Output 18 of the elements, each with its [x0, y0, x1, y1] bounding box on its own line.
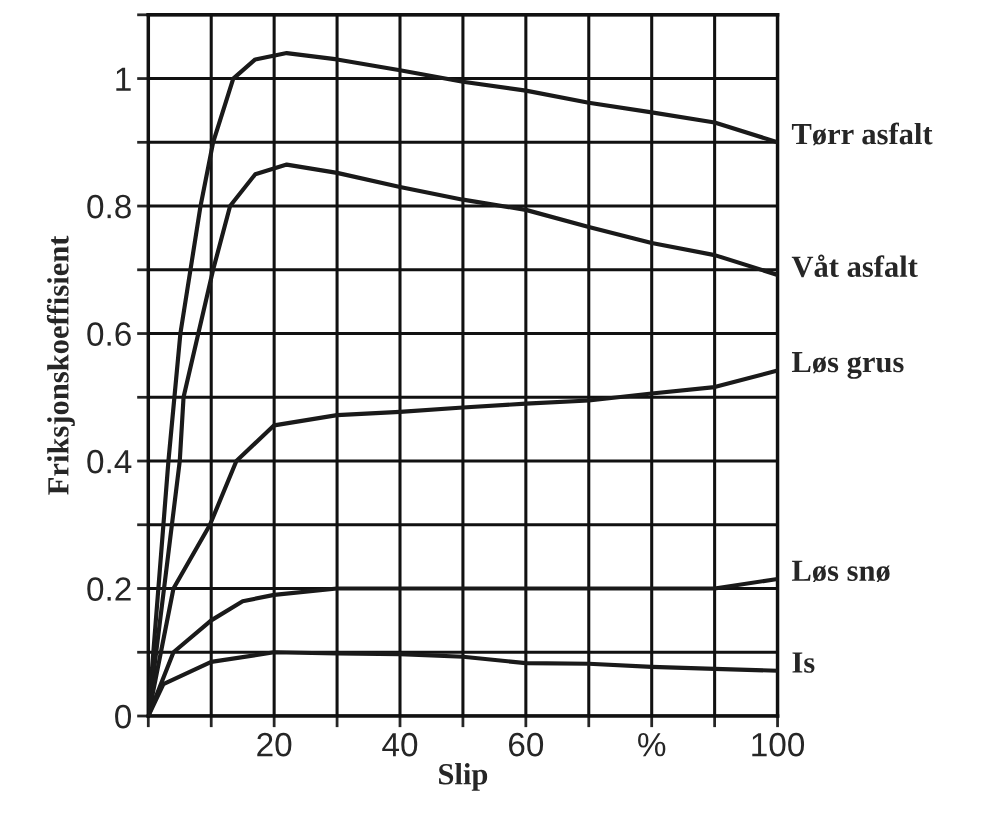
- y-tick-label: 0.2: [87, 577, 131, 601]
- x-tick-label: 40: [382, 732, 418, 757]
- series-label: Tørr asfalt: [791, 122, 933, 146]
- y-tick-label: 0.4: [87, 449, 132, 474]
- x-tick-label: %: [638, 733, 666, 757]
- y-tick-label: 0.8: [87, 194, 131, 219]
- x-tick-label: 20: [257, 732, 292, 757]
- x-tick-label: 100: [752, 732, 805, 757]
- series-label: Løs grus: [791, 352, 904, 379]
- x-tick-label: 60: [509, 732, 544, 757]
- y-tick-label: 1: [116, 67, 131, 91]
- y-axis-title: Friksjonskoeffisient: [46, 235, 75, 495]
- series-label: Is: [792, 652, 815, 673]
- series-label: Våt asfalt: [791, 254, 918, 278]
- y-tick-label: 0: [115, 704, 132, 729]
- y-tick-label: 0.6: [87, 322, 131, 346]
- x-axis-title: Slip: [439, 763, 488, 791]
- series-label: Løs snø: [791, 560, 890, 583]
